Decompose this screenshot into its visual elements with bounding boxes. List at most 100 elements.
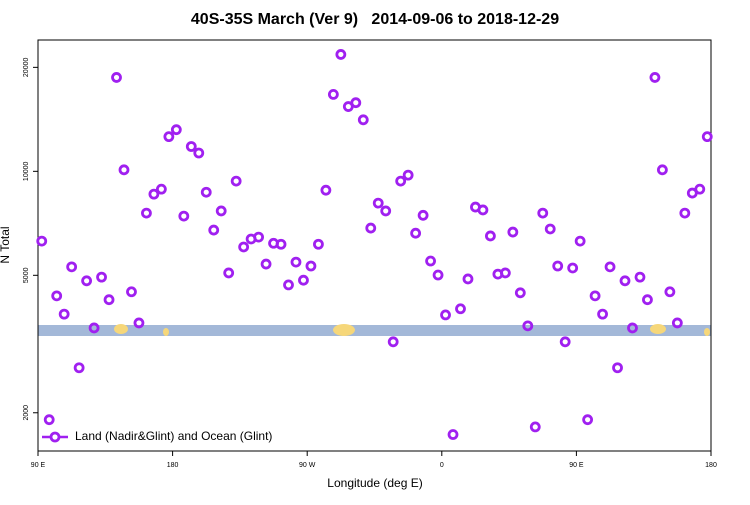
point xyxy=(83,277,91,285)
point xyxy=(658,166,666,174)
point xyxy=(382,207,390,215)
point xyxy=(292,258,300,266)
point xyxy=(120,166,128,174)
point xyxy=(68,263,76,271)
point xyxy=(591,292,599,300)
point xyxy=(599,310,607,318)
point xyxy=(157,185,165,193)
point xyxy=(419,211,427,219)
point xyxy=(531,423,539,431)
point xyxy=(180,212,188,220)
point xyxy=(105,296,113,304)
point xyxy=(127,288,135,296)
point xyxy=(501,269,509,277)
point xyxy=(374,199,382,207)
point xyxy=(456,305,464,313)
point xyxy=(486,232,494,240)
point xyxy=(673,319,681,327)
x-tick-label: 180 xyxy=(705,462,717,469)
point xyxy=(165,133,173,141)
point xyxy=(539,209,547,217)
point xyxy=(262,260,270,268)
x-tick-label: 90 W xyxy=(299,462,316,469)
plot-frame xyxy=(38,40,711,451)
point xyxy=(255,233,263,241)
point xyxy=(195,149,203,157)
point xyxy=(352,99,360,107)
x-tick-label: 90 E xyxy=(31,462,46,469)
point xyxy=(404,171,412,179)
point xyxy=(643,296,651,304)
land xyxy=(333,324,355,336)
y-tick-label: 2000 xyxy=(23,405,30,421)
point xyxy=(322,186,330,194)
point xyxy=(546,225,554,233)
point xyxy=(681,209,689,217)
legend-marker xyxy=(51,433,59,441)
point xyxy=(359,116,367,124)
point xyxy=(397,177,405,185)
land xyxy=(114,324,128,334)
point xyxy=(666,288,674,296)
point xyxy=(516,289,524,297)
point xyxy=(232,177,240,185)
point xyxy=(45,416,53,424)
point xyxy=(217,207,225,215)
x-tick-label: 90 E xyxy=(569,462,584,469)
point xyxy=(172,126,180,134)
point xyxy=(614,364,622,372)
land xyxy=(163,328,169,336)
point xyxy=(337,50,345,58)
point xyxy=(509,228,517,236)
point xyxy=(576,237,584,245)
point xyxy=(202,188,210,196)
y-tick-label: 10000 xyxy=(23,161,30,181)
point xyxy=(449,431,457,439)
point xyxy=(314,240,322,248)
point xyxy=(561,338,569,346)
chart-title: 40S-35S March (Ver 9) 2014-09-06 to 2018… xyxy=(191,11,559,28)
point xyxy=(427,257,435,265)
point xyxy=(98,273,106,281)
x-tick-label: 0 xyxy=(440,462,444,469)
point xyxy=(442,311,450,319)
point xyxy=(479,206,487,214)
point xyxy=(210,226,218,234)
point xyxy=(38,237,46,245)
chart: 40S-35S March (Ver 9) 2014-09-06 to 2018… xyxy=(0,0,750,500)
point xyxy=(299,276,307,284)
point xyxy=(703,133,711,141)
point xyxy=(412,229,420,237)
y-tick-label: 5000 xyxy=(23,267,30,283)
point xyxy=(240,243,248,251)
point xyxy=(60,310,68,318)
point xyxy=(621,277,629,285)
point xyxy=(696,185,704,193)
point xyxy=(277,240,285,248)
point xyxy=(569,264,577,272)
point xyxy=(307,262,315,270)
point xyxy=(75,364,83,372)
point xyxy=(142,209,150,217)
land xyxy=(650,324,666,334)
y-axis-label: N Total xyxy=(0,226,12,263)
point xyxy=(225,269,233,277)
land xyxy=(704,328,710,336)
point xyxy=(606,263,614,271)
y-tick-label: 20000 xyxy=(23,58,30,78)
point xyxy=(636,273,644,281)
x-tick-label: 180 xyxy=(167,462,179,469)
point xyxy=(554,262,562,270)
legend-label: Land (Nadir&Glint) and Ocean (Glint) xyxy=(75,429,272,443)
point xyxy=(367,224,375,232)
point xyxy=(584,416,592,424)
point xyxy=(389,338,397,346)
point xyxy=(53,292,61,300)
point xyxy=(464,275,472,283)
x-axis-label: Longitude (deg E) xyxy=(327,476,422,490)
point xyxy=(434,271,442,279)
point xyxy=(135,319,143,327)
point xyxy=(113,73,121,81)
point xyxy=(285,281,293,289)
point xyxy=(187,143,195,151)
